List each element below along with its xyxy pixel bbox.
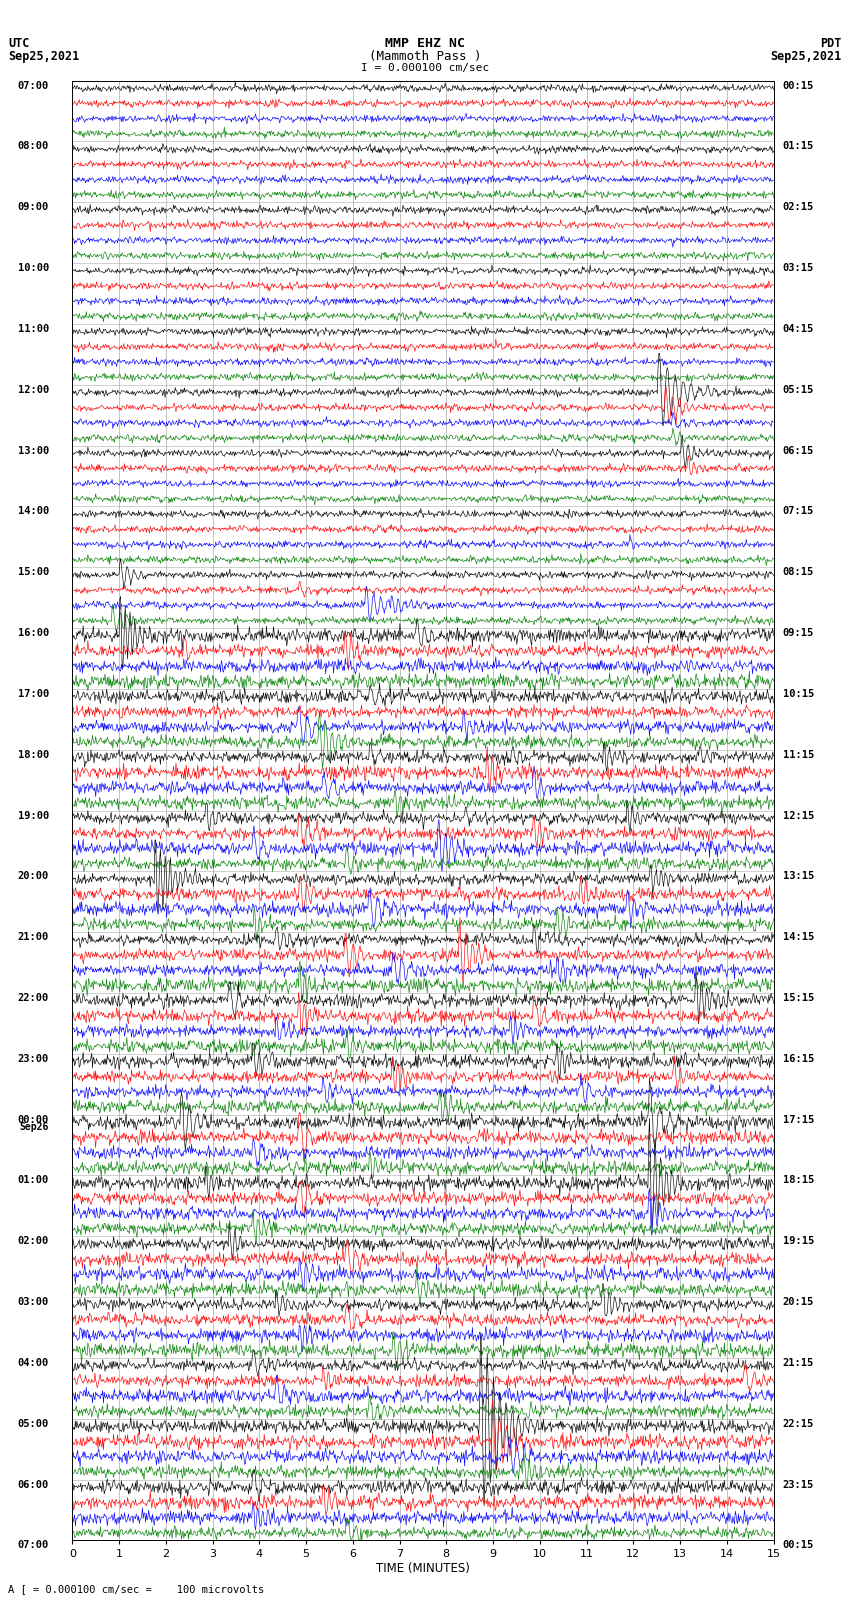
Text: 00:00: 00:00: [18, 1115, 48, 1124]
Text: 19:00: 19:00: [18, 811, 48, 821]
Text: 16:15: 16:15: [783, 1053, 814, 1065]
Text: 08:00: 08:00: [18, 142, 48, 152]
Text: 17:15: 17:15: [783, 1115, 814, 1124]
Text: 18:15: 18:15: [783, 1176, 814, 1186]
Text: 19:15: 19:15: [783, 1236, 814, 1247]
Text: 00:15: 00:15: [783, 1540, 814, 1550]
Text: 20:15: 20:15: [783, 1297, 814, 1307]
Text: Sep25,2021: Sep25,2021: [770, 50, 842, 63]
Text: 12:00: 12:00: [18, 386, 48, 395]
Text: 10:00: 10:00: [18, 263, 48, 273]
Text: 22:00: 22:00: [18, 994, 48, 1003]
Text: 09:00: 09:00: [18, 202, 48, 213]
Text: 02:15: 02:15: [783, 202, 814, 213]
Text: 01:15: 01:15: [783, 142, 814, 152]
Text: 02:00: 02:00: [18, 1236, 48, 1247]
Text: 04:15: 04:15: [783, 324, 814, 334]
Text: MMP EHZ NC: MMP EHZ NC: [385, 37, 465, 50]
Text: Sep25,2021: Sep25,2021: [8, 50, 80, 63]
X-axis label: TIME (MINUTES): TIME (MINUTES): [376, 1563, 470, 1576]
Text: 00:15: 00:15: [783, 81, 814, 90]
Text: 16:00: 16:00: [18, 627, 48, 639]
Text: 11:00: 11:00: [18, 324, 48, 334]
Text: A [ = 0.000100 cm/sec =    100 microvolts: A [ = 0.000100 cm/sec = 100 microvolts: [8, 1584, 264, 1594]
Text: 03:00: 03:00: [18, 1297, 48, 1307]
Text: 05:15: 05:15: [783, 386, 814, 395]
Text: 15:15: 15:15: [783, 994, 814, 1003]
Text: 15:00: 15:00: [18, 568, 48, 577]
Text: 09:15: 09:15: [783, 627, 814, 639]
Text: 07:15: 07:15: [783, 506, 814, 516]
Text: 01:00: 01:00: [18, 1176, 48, 1186]
Text: 10:15: 10:15: [783, 689, 814, 698]
Text: Sep26: Sep26: [20, 1123, 48, 1132]
Text: UTC: UTC: [8, 37, 30, 50]
Text: (Mammoth Pass ): (Mammoth Pass ): [369, 50, 481, 63]
Text: I = 0.000100 cm/sec: I = 0.000100 cm/sec: [361, 63, 489, 73]
Text: 21:15: 21:15: [783, 1358, 814, 1368]
Text: 20:00: 20:00: [18, 871, 48, 881]
Text: 14:15: 14:15: [783, 932, 814, 942]
Text: 04:00: 04:00: [18, 1358, 48, 1368]
Text: 06:15: 06:15: [783, 445, 814, 455]
Text: 22:15: 22:15: [783, 1419, 814, 1429]
Text: 07:00: 07:00: [18, 1540, 48, 1550]
Text: 23:00: 23:00: [18, 1053, 48, 1065]
Text: 18:00: 18:00: [18, 750, 48, 760]
Text: 21:00: 21:00: [18, 932, 48, 942]
Text: 13:15: 13:15: [783, 871, 814, 881]
Text: 17:00: 17:00: [18, 689, 48, 698]
Text: 13:00: 13:00: [18, 445, 48, 455]
Text: 14:00: 14:00: [18, 506, 48, 516]
Text: 08:15: 08:15: [783, 568, 814, 577]
Text: PDT: PDT: [820, 37, 842, 50]
Text: 11:15: 11:15: [783, 750, 814, 760]
Text: 03:15: 03:15: [783, 263, 814, 273]
Text: 07:00: 07:00: [18, 81, 48, 90]
Text: 06:00: 06:00: [18, 1479, 48, 1489]
Text: 23:15: 23:15: [783, 1479, 814, 1489]
Text: 12:15: 12:15: [783, 811, 814, 821]
Text: 05:00: 05:00: [18, 1419, 48, 1429]
